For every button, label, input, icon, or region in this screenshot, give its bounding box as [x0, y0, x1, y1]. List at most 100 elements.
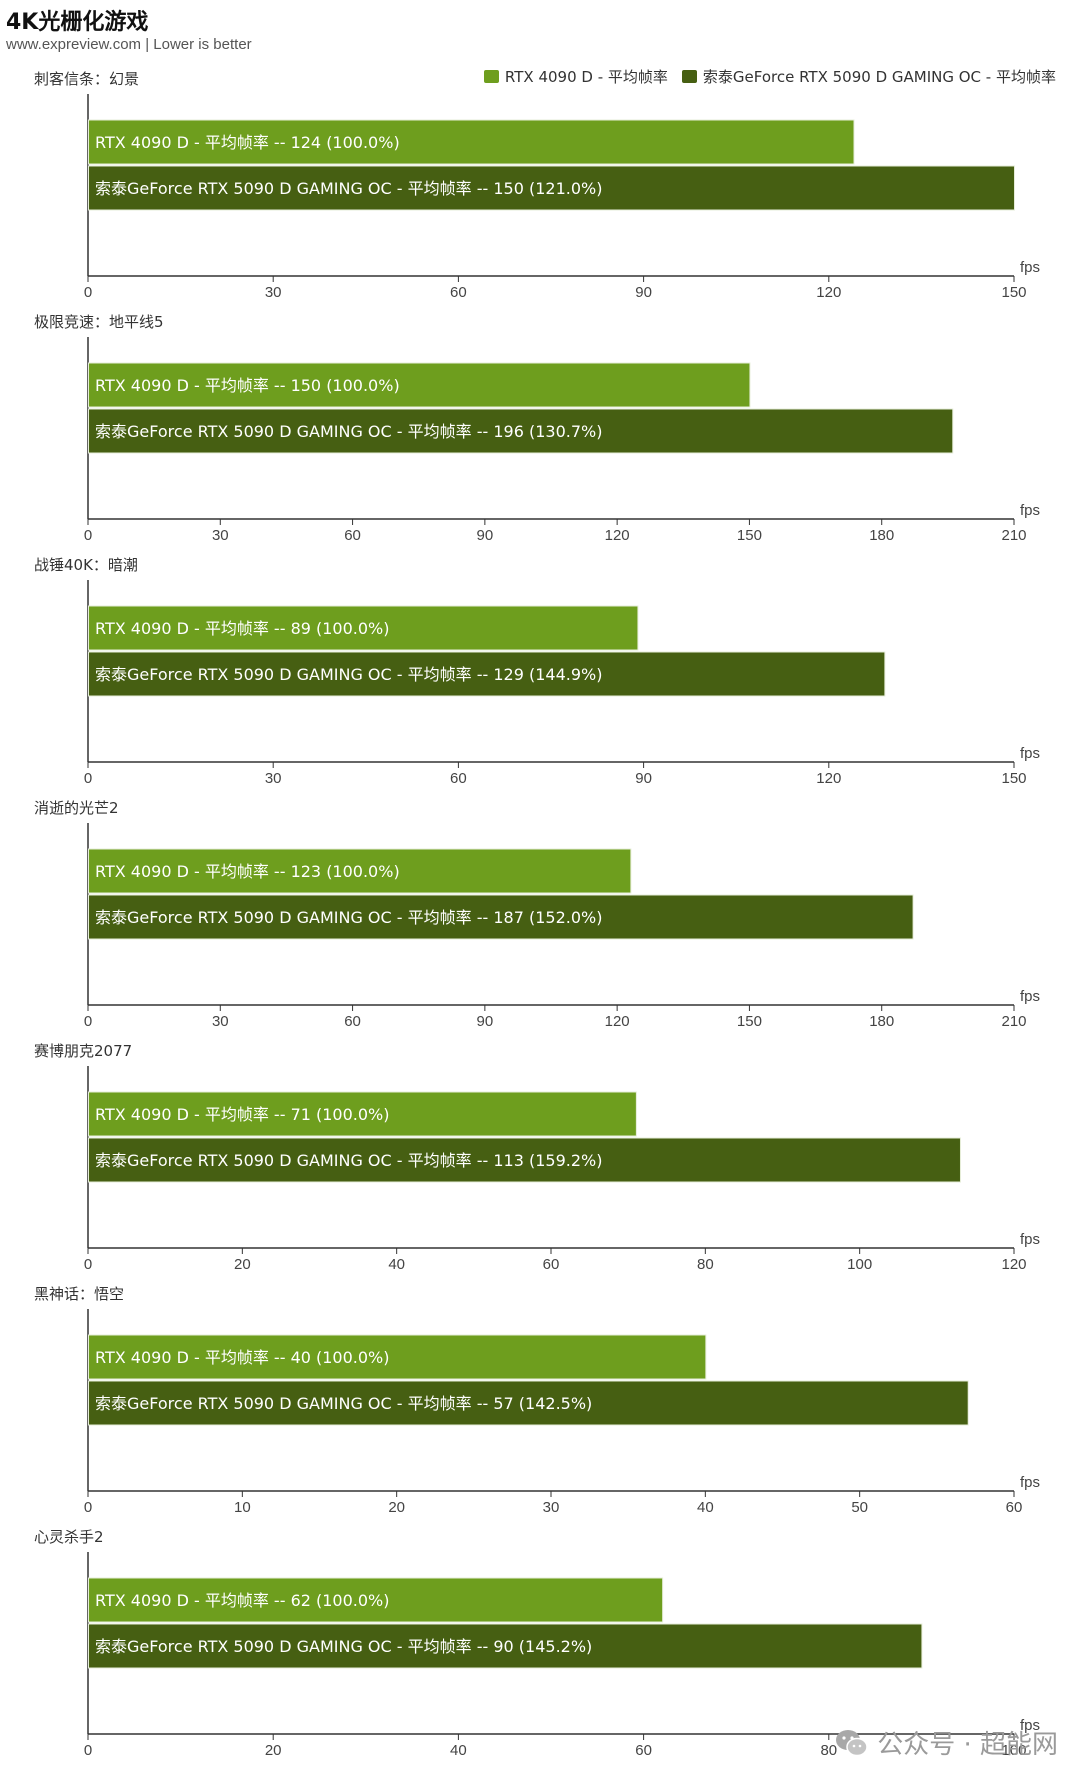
bar-series-a — [88, 1334, 707, 1380]
x-tick-label: 0 — [84, 770, 92, 787]
legend-label-series-a: RTX 4090 D - 平均帧率 — [504, 68, 668, 86]
bar-label-series-a: RTX 4090 D - 平均帧率 -- 124 (100.0%) — [95, 133, 400, 152]
x-tick-label: 20 — [234, 1256, 251, 1273]
x-tick-label: 0 — [84, 527, 92, 544]
x-tick-label: 80 — [697, 1256, 714, 1273]
legend-swatch-series-b — [681, 70, 697, 83]
x-tick-label: 120 — [816, 284, 841, 301]
chart-6: 黑神话：悟空 RTX 4090 D - 平均帧率 -- 40 (100.0%) 索泰… — [34, 1285, 1040, 1516]
x-tick-label: 60 — [344, 1013, 361, 1030]
x-tick-label: 150 — [1001, 770, 1026, 787]
chart-title: 黑神话：悟空 — [34, 1285, 124, 1303]
x-tick-label: 120 — [816, 770, 841, 787]
x-tick-label: 60 — [450, 284, 467, 301]
x-tick-label: 60 — [635, 1742, 652, 1759]
legend: RTX 4090 D - 平均帧率 索泰GeForce RTX 5090 D G… — [483, 66, 1056, 87]
x-tick-label: 30 — [543, 1499, 560, 1516]
x-tick-label: 20 — [388, 1499, 405, 1516]
watermark-text: 公众号 · 超能网 — [877, 1730, 1058, 1760]
x-tick-label: 150 — [737, 527, 762, 544]
bar-series-b — [88, 1623, 923, 1669]
bar-series-b — [88, 894, 914, 940]
x-tick-label: 0 — [84, 1256, 92, 1273]
x-tick-label: 90 — [635, 284, 652, 301]
chart-title: 战锤40K：暗潮 — [34, 556, 138, 574]
chart-5: 赛博朋克2077 RTX 4090 D - 平均帧率 -- 71 (100.0%)… — [34, 1042, 1040, 1273]
bar-label-series-b: 索泰GeForce RTX 5090 D GAMING OC - 平均帧率 --… — [95, 1151, 602, 1170]
x-tick-label: 60 — [543, 1256, 560, 1273]
x-tick-label: 10 — [234, 1499, 251, 1516]
x-tick-label: 30 — [212, 1013, 229, 1030]
x-axis-unit: fps — [1020, 1231, 1040, 1248]
bar-label-series-a: RTX 4090 D - 平均帧率 -- 71 (100.0%) — [95, 1105, 390, 1124]
bar-label-series-a: RTX 4090 D - 平均帧率 -- 40 (100.0%) — [95, 1348, 390, 1367]
bar-series-b — [88, 408, 954, 454]
x-tick-label: 40 — [388, 1256, 405, 1273]
bar-series-a — [88, 119, 855, 165]
bar-series-a — [88, 362, 751, 408]
bar-series-a — [88, 848, 632, 894]
x-tick-label: 120 — [605, 1013, 630, 1030]
watermark: 公众号 · 超能网 — [835, 1724, 1058, 1761]
legend-item-series-b: 索泰GeForce RTX 5090 D GAMING OC - 平均帧率 — [681, 66, 1056, 87]
chart-title: 赛博朋克2077 — [34, 1042, 132, 1060]
x-tick-label: 60 — [344, 527, 361, 544]
bar-label-series-b: 索泰GeForce RTX 5090 D GAMING OC - 平均帧率 --… — [95, 1394, 592, 1413]
x-tick-label: 150 — [737, 1013, 762, 1030]
x-tick-label: 0 — [84, 1742, 92, 1759]
x-tick-label: 120 — [1001, 1256, 1026, 1273]
x-tick-label: 50 — [851, 1499, 868, 1516]
bar-label-series-b: 索泰GeForce RTX 5090 D GAMING OC - 平均帧率 --… — [95, 908, 602, 927]
legend-label-series-b: 索泰GeForce RTX 5090 D GAMING OC - 平均帧率 — [702, 68, 1056, 86]
chart-1: 刺客信条：幻景 RTX 4090 D - 平均帧率 -- 124 (100.0%)… — [34, 70, 1040, 301]
bar-label-series-a: RTX 4090 D - 平均帧率 -- 150 (100.0%) — [95, 376, 400, 395]
x-tick-label: 0 — [84, 1013, 92, 1030]
x-tick-label: 60 — [1006, 1499, 1023, 1516]
bar-series-a — [88, 1091, 637, 1137]
bar-label-series-b: 索泰GeForce RTX 5090 D GAMING OC - 平均帧率 --… — [95, 422, 602, 441]
x-tick-label: 30 — [265, 770, 282, 787]
bar-label-series-b: 索泰GeForce RTX 5090 D GAMING OC - 平均帧率 --… — [95, 665, 602, 684]
x-tick-label: 180 — [869, 527, 894, 544]
wechat-icon — [836, 1729, 868, 1756]
chart-4: 消逝的光芒2 RTX 4090 D - 平均帧率 -- 123 (100.0%) 索… — [34, 799, 1040, 1030]
x-tick-label: 90 — [477, 1013, 494, 1030]
chart-7: 心灵杀手2 RTX 4090 D - 平均帧率 -- 62 (100.0%) 索泰G… — [34, 1528, 1040, 1759]
bar-label-series-a: RTX 4090 D - 平均帧率 -- 62 (100.0%) — [95, 1591, 390, 1610]
x-tick-label: 40 — [697, 1499, 714, 1516]
legend-item-series-a: RTX 4090 D - 平均帧率 — [483, 66, 668, 87]
bar-label-series-a: RTX 4090 D - 平均帧率 -- 89 (100.0%) — [95, 619, 390, 638]
x-tick-label: 120 — [605, 527, 630, 544]
bar-label-series-b: 索泰GeForce RTX 5090 D GAMING OC - 平均帧率 --… — [95, 179, 602, 198]
x-tick-label: 30 — [212, 527, 229, 544]
bar-series-a — [88, 605, 639, 651]
x-tick-label: 90 — [477, 527, 494, 544]
bar-label-series-b: 索泰GeForce RTX 5090 D GAMING OC - 平均帧率 --… — [95, 1637, 592, 1656]
x-tick-label: 150 — [1001, 284, 1026, 301]
x-tick-label: 180 — [869, 1013, 894, 1030]
chart-title: 心灵杀手2 — [34, 1528, 104, 1546]
bar-series-b — [88, 651, 886, 697]
x-tick-label: 100 — [847, 1256, 872, 1273]
bar-label-series-a: RTX 4090 D - 平均帧率 -- 123 (100.0%) — [95, 862, 400, 881]
chart-title: 极限竞速：地平线5 — [34, 313, 164, 331]
chart-title: 刺客信条：幻景 — [34, 70, 139, 88]
x-tick-label: 90 — [635, 770, 652, 787]
x-axis-unit: fps — [1020, 988, 1040, 1005]
x-tick-label: 40 — [450, 1742, 467, 1759]
chart-3: 战锤40K：暗潮 RTX 4090 D - 平均帧率 -- 89 (100.0%)… — [34, 556, 1040, 787]
x-axis-unit: fps — [1020, 1717, 1040, 1734]
x-tick-label: 100 — [1001, 1742, 1026, 1759]
legend-swatch-series-a — [483, 70, 499, 83]
chart-2: 极限竞速：地平线5 RTX 4090 D - 平均帧率 -- 150 (100.0… — [34, 313, 1040, 544]
x-axis-unit: fps — [1020, 745, 1040, 762]
page-title: 4K光栅化游戏 — [6, 10, 149, 35]
x-tick-label: 210 — [1001, 527, 1026, 544]
bar-series-a — [88, 1577, 664, 1623]
x-tick-label: 0 — [84, 1499, 92, 1516]
page-subtitle: www.expreview.com | Lower is better — [6, 36, 252, 53]
x-tick-label: 30 — [265, 284, 282, 301]
bar-series-b — [88, 165, 1015, 211]
bar-series-b — [88, 1380, 969, 1426]
